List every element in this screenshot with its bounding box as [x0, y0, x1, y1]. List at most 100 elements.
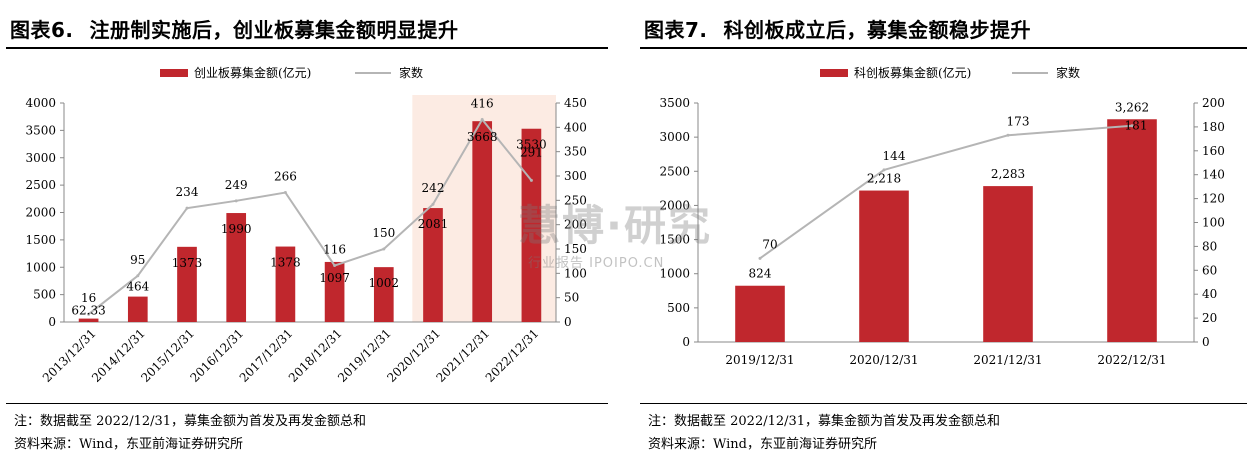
- bar-value-label: 824: [749, 267, 772, 281]
- bar-value-label: 2,283: [991, 167, 1025, 181]
- source-left: 资料来源：Wind，东亚前海证券研究所: [14, 437, 243, 452]
- line-point: [758, 256, 762, 260]
- bar: [78, 318, 99, 322]
- chart-title-right: 图表7. 科创板成立后，募集金额稳步提升: [644, 14, 1031, 43]
- line-point: [480, 118, 484, 122]
- line-value-label: 150: [372, 226, 395, 240]
- series-line: [87, 117, 533, 316]
- left-axis-tick-label: 1000: [25, 260, 56, 274]
- bar: [983, 186, 1033, 342]
- right-axis-tick-label: 180: [1202, 120, 1225, 134]
- right-axis-tick-label: 50: [564, 291, 579, 305]
- bar-value-label: 2081: [418, 217, 449, 231]
- bar-value-label: 464: [126, 280, 149, 294]
- bar: [423, 208, 443, 322]
- line-point: [1130, 124, 1134, 128]
- bar: [373, 267, 394, 322]
- left-axis-tick-label: 3000: [25, 151, 56, 165]
- x-axis-tick-label: 2022/12/31: [483, 326, 542, 385]
- line-point: [234, 199, 238, 203]
- title-rule-right: [640, 47, 1247, 49]
- x-axis-tick-label: 2020/12/31: [849, 353, 918, 367]
- bar-value-label: 3668: [467, 130, 498, 144]
- right-axis-tick-label: 450: [564, 96, 587, 110]
- line-value-label: 416: [471, 97, 494, 111]
- left-axis-tick-label: 500: [667, 301, 690, 315]
- left-axis-tick-label: 2500: [659, 164, 690, 178]
- bar-value-label: 62.33: [71, 304, 105, 318]
- left-axis-tick-label: 0: [682, 335, 690, 349]
- line-point: [431, 202, 435, 206]
- x-axis-tick-label: 2019/12/31: [725, 353, 794, 367]
- left-axis-tick-label: 1000: [659, 267, 690, 281]
- left-axis-tick-label: 3500: [659, 96, 690, 110]
- legend-line-label: 家数: [399, 65, 423, 80]
- line-point: [136, 274, 140, 278]
- right-axis-tick-label: 20: [1202, 311, 1217, 325]
- bar: [521, 128, 542, 322]
- x-axis-tick-label: 2021/12/31: [973, 353, 1042, 367]
- bar: [324, 261, 345, 322]
- right-axis-tick-label: 60: [1202, 263, 1217, 277]
- line-value-label: 266: [274, 170, 297, 184]
- bar: [735, 285, 785, 342]
- chart-title-text-left: 注册制实施后，创业板募集金额明显提升: [89, 18, 459, 42]
- line-point: [1006, 133, 1010, 137]
- right-axis-tick-label: 200: [1202, 96, 1225, 110]
- note-right: 注：数据截至 2022/12/31，募集金额为首发及再发金额总和: [648, 414, 1001, 429]
- left-axis-tick-label: 2000: [25, 206, 56, 220]
- line-value-label: 249: [225, 178, 248, 192]
- bar: [226, 213, 247, 322]
- series-line: [759, 124, 1133, 260]
- line-point: [382, 247, 386, 251]
- line-point: [87, 312, 91, 316]
- line-point: [333, 264, 337, 268]
- line-point: [283, 191, 287, 195]
- bar: [177, 246, 197, 322]
- left-axis-tick-label: 1500: [25, 233, 56, 247]
- right-axis-tick-label: 40: [1202, 287, 1217, 301]
- left-axis-tick-label: 4000: [25, 96, 56, 110]
- line-value-label: 234: [176, 185, 199, 199]
- line-point: [882, 168, 886, 172]
- panel-left: 图表6. 注册制实施后，创业板募集金额明显提升 0 500 1000 1500 2000 2…: [0, 0, 612, 463]
- panel-right: 图表7. 科创板成立后，募集金额稳步提升 0 500 1000 1500 2000 2500…: [634, 0, 1251, 463]
- bar: [472, 121, 493, 322]
- left-axis-tick-label: 2500: [25, 178, 56, 192]
- right-axis-tick-label: 250: [564, 193, 587, 207]
- line-value-label: 95: [130, 253, 145, 267]
- line-value-label: 173: [1007, 114, 1030, 128]
- right-axis-tick-label: 80: [1202, 239, 1217, 253]
- right-axis-tick-label: 300: [564, 169, 587, 183]
- watermark-text: 行业报告 IPOIPO.CN: [528, 256, 665, 271]
- bar-value-label: 2,218: [867, 172, 901, 186]
- left-axis-tick-label: 1500: [659, 233, 690, 247]
- right-axis-tick-label: 0: [1202, 335, 1210, 349]
- legend-bar-label: 创业板募集金额(亿元): [194, 65, 311, 80]
- source-right: 资料来源：Wind，东亚前海证券研究所: [648, 437, 877, 452]
- bar: [127, 296, 148, 322]
- right-axis-tick-label: 0: [564, 315, 572, 329]
- right-axis-tick-label: 350: [564, 145, 587, 159]
- chart-number-right: 图表7.: [644, 18, 708, 42]
- line-value-label: 116: [323, 243, 346, 257]
- footer-rule-left: [6, 403, 608, 404]
- right-axis-tick-label: 400: [564, 120, 587, 134]
- note-left: 注：数据截至 2022/12/31，募集金额为首发及再发金额总和: [14, 414, 367, 429]
- footer-rule-right: [640, 403, 1247, 404]
- legend-line-label: 家数: [1056, 65, 1080, 80]
- line-value-label: 144: [883, 149, 906, 163]
- line-value-label: 181: [1125, 119, 1148, 133]
- right-axis-tick-label: 200: [564, 218, 587, 232]
- chart-number-left: 图表6.: [10, 18, 74, 42]
- left-axis-tick-label: 2000: [659, 198, 690, 212]
- left-axis-tick-label: 3500: [25, 123, 56, 137]
- chart-title-left: 图表6. 注册制实施后，创业板募集金额明显提升: [10, 14, 459, 43]
- bar-value-label: 1378: [270, 256, 301, 270]
- bar-value-label: 3530: [516, 138, 547, 152]
- x-axis-tick-label: 2022/12/31: [1097, 353, 1166, 367]
- chart-left: 0 500 1000 1500 2000 2500 3000 3500 4000 0 50 100 15…: [25, 65, 587, 385]
- chart-title-text-right: 科创板成立后，募集金额稳步提升: [723, 18, 1032, 42]
- right-axis-tick-label: 150: [564, 242, 587, 256]
- title-rule-left: [6, 47, 608, 49]
